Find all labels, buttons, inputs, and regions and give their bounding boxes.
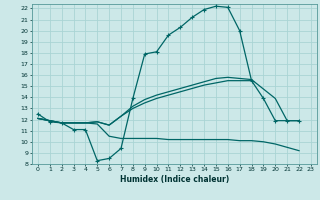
X-axis label: Humidex (Indice chaleur): Humidex (Indice chaleur) (120, 175, 229, 184)
